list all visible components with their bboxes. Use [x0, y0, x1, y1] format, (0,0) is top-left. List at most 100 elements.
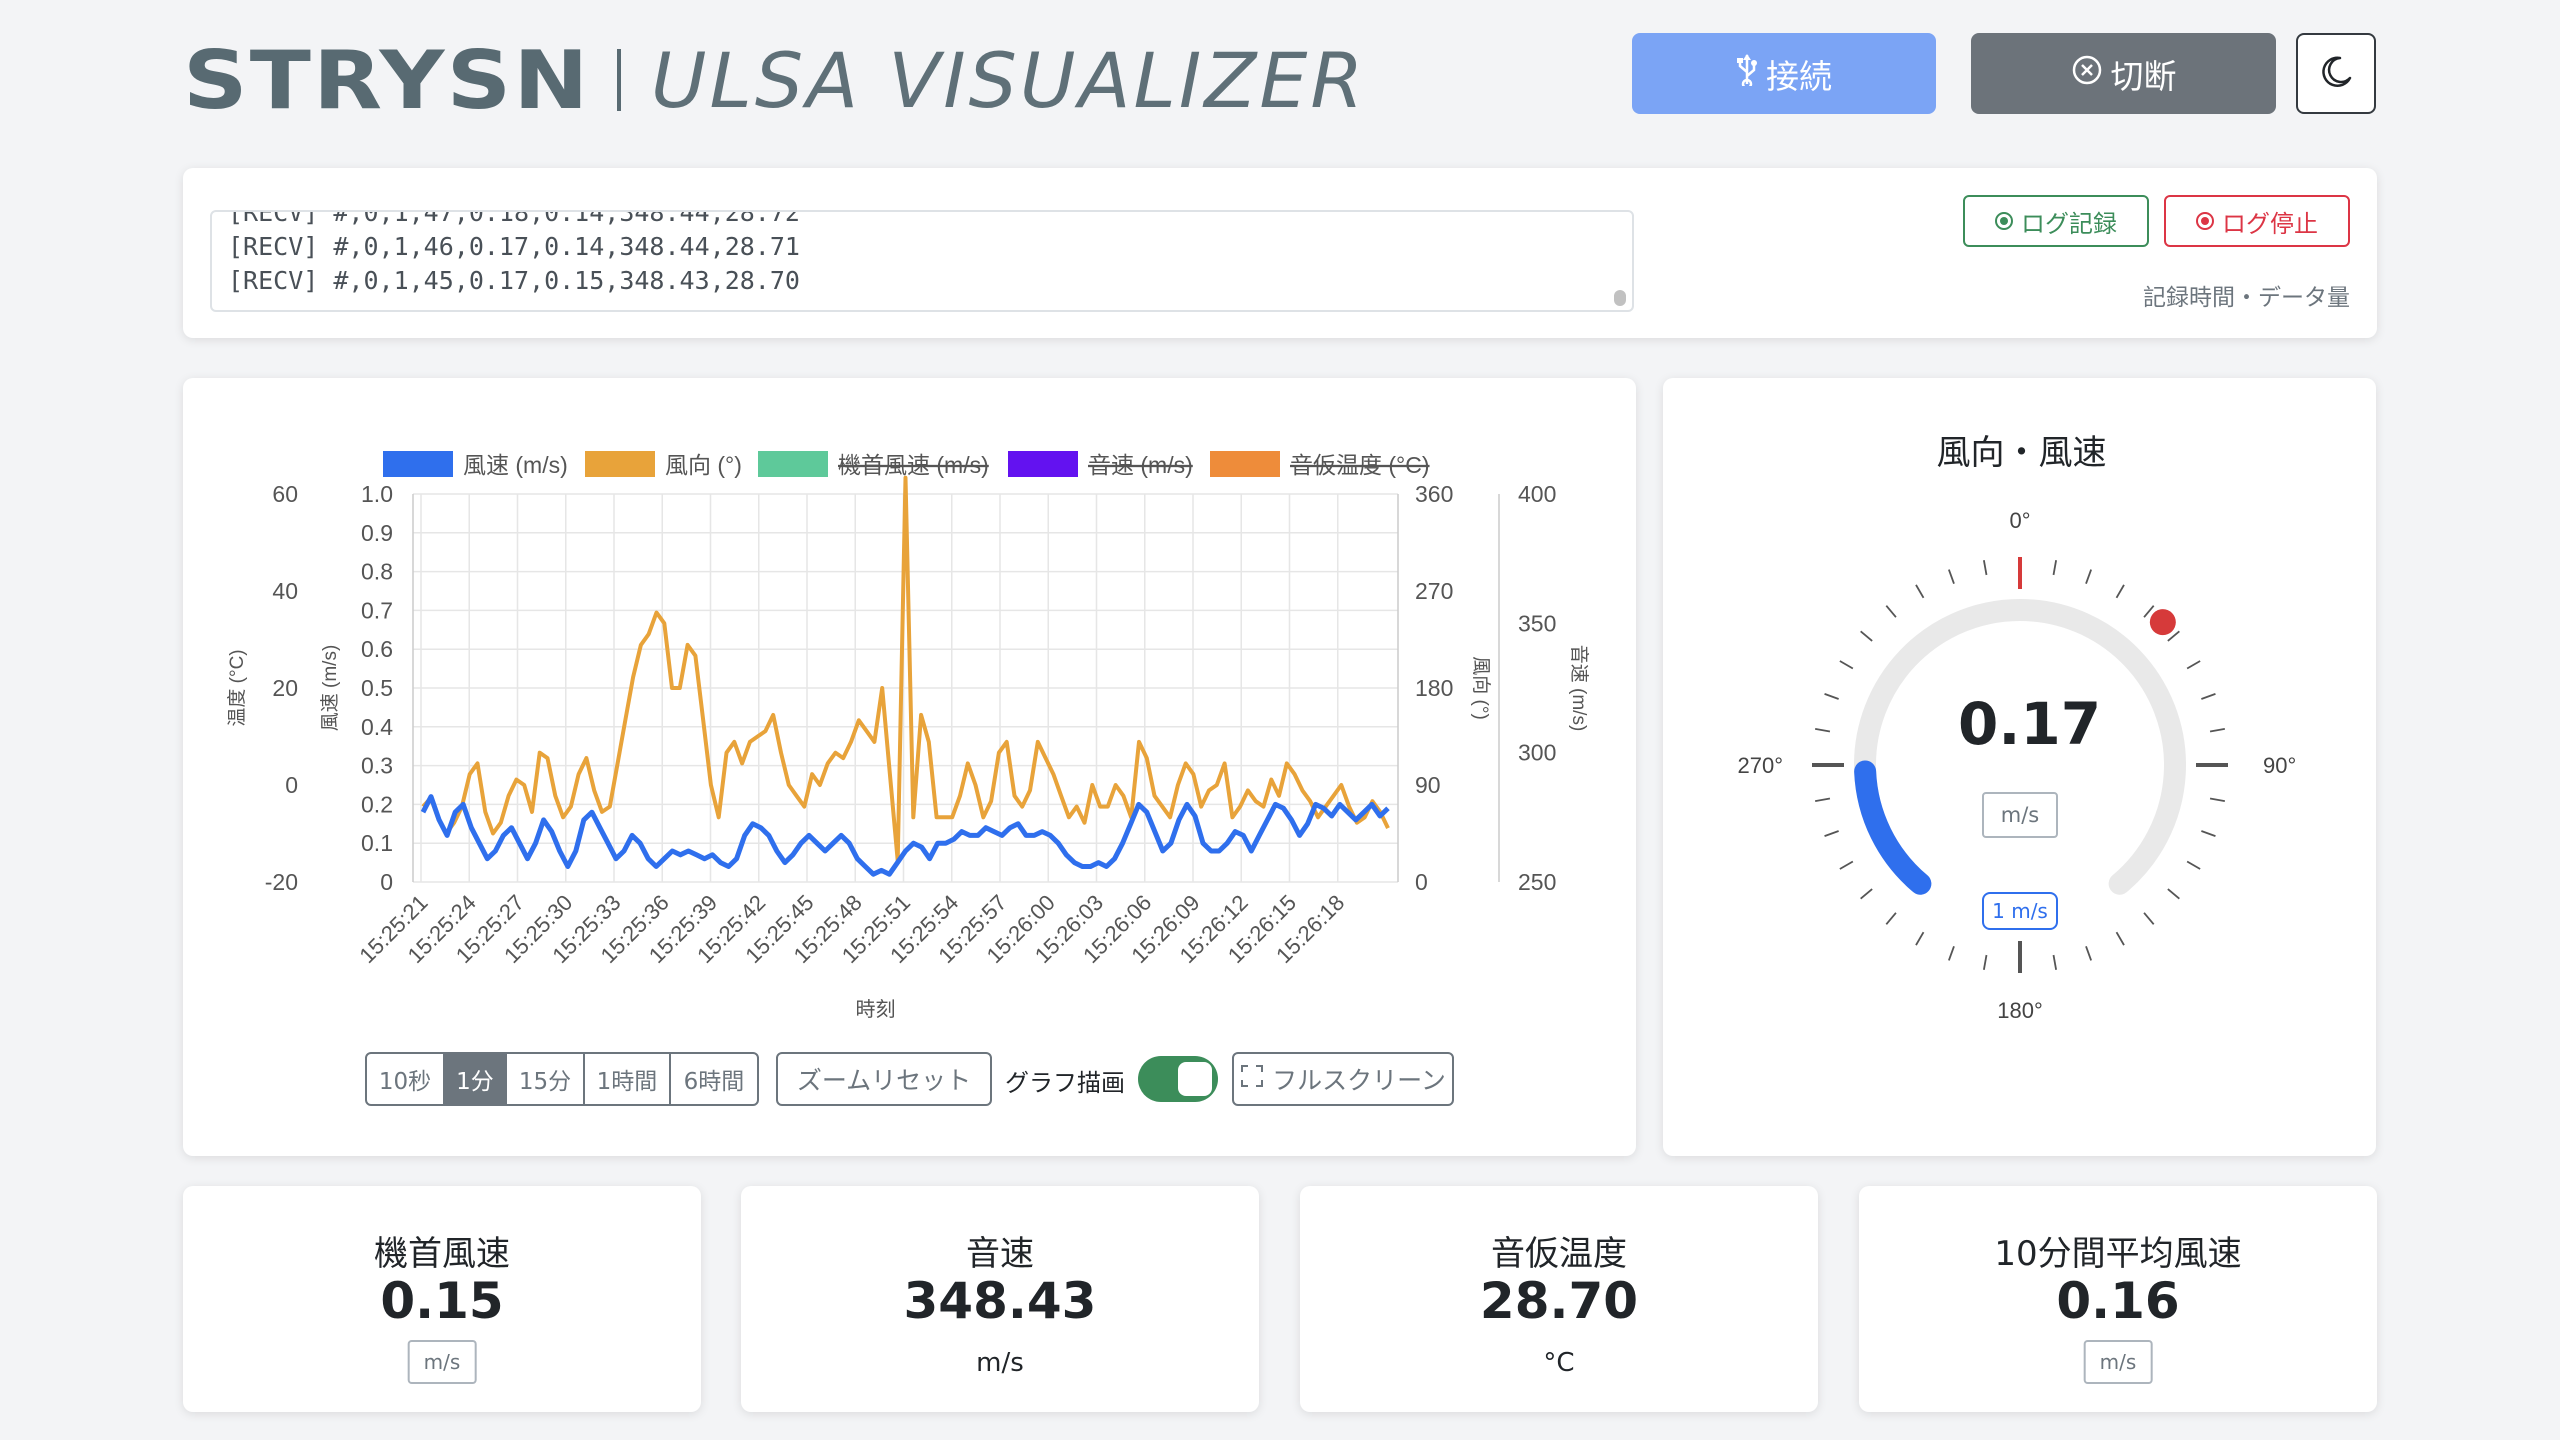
axis-tick-label: 0.1 [361, 830, 393, 856]
axis-title: 風速 (m/s) [319, 645, 341, 732]
range-10s-button[interactable]: 10秒 [365, 1052, 445, 1106]
logo-divider [616, 49, 621, 111]
fullscreen-button[interactable]: フルスクリーン [1232, 1052, 1454, 1106]
stat-title: 音速 [966, 1234, 1034, 1274]
chart-card [183, 378, 1636, 1156]
moon-icon [2318, 54, 2354, 94]
stat-card-sound-speed: 音速 348.43 m/s [741, 1186, 1259, 1412]
legend-swatch [1210, 451, 1280, 477]
axis-tick-label: 0 [1415, 869, 1428, 895]
compass-tick [2143, 605, 2155, 618]
log-info-text: 記録時間・データ量 [2143, 285, 2350, 311]
stat-unit: m/s [2083, 1340, 2153, 1384]
log-record-button[interactable]: ログ記録 [1963, 195, 2149, 247]
stat-unit: °C [1543, 1348, 1575, 1378]
axis-tick-label: -20 [265, 869, 298, 895]
axis-tick-label: 0.9 [361, 520, 393, 546]
legend-item[interactable]: 音仮温度 (°C) [1210, 451, 1430, 478]
compass-tick [1839, 660, 1854, 670]
legend-item[interactable]: 機首風速 (m/s) [758, 451, 989, 478]
range-1h-button[interactable]: 1時間 [583, 1052, 671, 1106]
gauge-value: 0.17 [1958, 690, 2102, 758]
compass-tick [1982, 560, 1988, 576]
axis-tick-label: 60 [272, 481, 298, 507]
connect-button[interactable]: 接続 [1632, 33, 1936, 114]
range-15m-button[interactable]: 15分 [505, 1052, 585, 1106]
time-series-chart[interactable]: 風速 (m/s) 風向 (°) 機首風速 (m/s) 音速 (m/s) 音仮温度 (°C… [183, 378, 1636, 1028]
axis-tick-label: 0.2 [361, 791, 393, 817]
legend-item[interactable]: 風速 (m/s) [383, 451, 568, 478]
gauge-unit: m/s [1982, 792, 2058, 838]
log-scrollbar[interactable] [1614, 290, 1626, 306]
log-line: [RECV] #,0,1,45,0.17,0.15,348.43,28.70 [228, 266, 800, 295]
stat-card-virtual-temp: 音仮温度 28.70 °C [1300, 1186, 1818, 1412]
log-record-label: ログ記録 [2021, 209, 2117, 238]
axis-title: 風向 (°) [1470, 656, 1492, 720]
axis-tick-label: 180 [1415, 675, 1453, 701]
wind-compass-gauge: 0° 180° 90° 270° [1737, 508, 2296, 1023]
compass-tick [1915, 931, 1925, 946]
axis-tick-label: 20 [272, 675, 298, 701]
fullscreen-icon [1240, 1064, 1264, 1094]
compass-tick [1885, 605, 1897, 618]
legend-item[interactable]: 風向 (°) [585, 451, 742, 478]
legend-item[interactable]: 音速 (m/s) [1008, 451, 1193, 478]
theme-toggle-button[interactable] [2296, 33, 2376, 114]
legend-swatch [383, 451, 453, 477]
axis-tick-label: 0 [380, 869, 393, 895]
compass-tick [2167, 630, 2180, 642]
disconnect-button[interactable]: 切断 [1971, 33, 2276, 114]
axis-tick-label: 0 [285, 772, 298, 798]
zoom-reset-button[interactable]: ズームリセット [776, 1052, 992, 1106]
stop-record-icon [2196, 212, 2214, 230]
gauge-scale-badge: 1 m/s [1982, 892, 2058, 930]
axis-tick-label: 360 [1415, 481, 1453, 507]
series-line [420, 794, 1390, 877]
axis-tick-label: 0.6 [361, 636, 393, 662]
compass-tick [1824, 830, 1839, 837]
graph-draw-toggle[interactable] [1138, 1056, 1218, 1102]
axis-tick-label: 350 [1518, 610, 1556, 636]
axis-tick-label: 0.7 [361, 597, 393, 623]
log-stop-button[interactable]: ログ停止 [2164, 195, 2350, 247]
stat-unit: m/s [407, 1340, 477, 1384]
compass-tick [1885, 912, 1897, 925]
log-stop-label: ログ停止 [2222, 209, 2318, 238]
x-axis-title: 時刻 [856, 998, 896, 1021]
app-logo: STRYSN ULSA VISUALIZER [183, 34, 1366, 127]
axis-tick-label: 0.5 [361, 675, 393, 701]
stat-unit: m/s [976, 1348, 1024, 1378]
usb-icon [1736, 53, 1758, 94]
legend-label: 音速 (m/s) [1088, 452, 1193, 478]
compass-tick [1824, 693, 1839, 700]
legend-label: 風向 (°) [665, 452, 742, 478]
axis-tick-label: 40 [272, 578, 298, 604]
wind-direction-marker [2149, 609, 2176, 636]
compass-tick [2201, 693, 2216, 700]
compass-tick [2143, 912, 2155, 925]
axis-title: 温度 (°C) [226, 649, 248, 726]
compass-tick [2085, 946, 2092, 961]
range-6h-button[interactable]: 6時間 [669, 1052, 759, 1106]
close-circle-icon [2071, 54, 2103, 94]
compass-tick [1860, 630, 1873, 642]
axis-tick-label: 0.4 [361, 714, 393, 740]
axis-tick-label: 90 [1415, 772, 1441, 798]
range-1m-button[interactable]: 1分 [443, 1052, 507, 1106]
compass-tick [2186, 660, 2201, 670]
stat-title: 10分間平均風速 [1994, 1234, 2242, 1274]
axis-title: 音速 (m/s) [1568, 645, 1590, 732]
disconnect-label: 切断 [2110, 56, 2177, 96]
compass-tick [1815, 727, 1831, 733]
gauge-card [1663, 378, 2376, 1156]
log-line: [RECV] #,0,1,46,0.17,0.14,348.44,28.71 [228, 232, 800, 261]
log-line: [RECV] #,0,1,47,0.18,0.14,348.44,28.72 [228, 210, 800, 227]
compass-label-w: 270° [1737, 753, 1783, 778]
serial-log[interactable]: [RECV] #,0,1,47,0.18,0.14,348.44,28.72 [… [210, 210, 1634, 312]
compass-tick [1839, 860, 1854, 870]
legend-label: 音仮温度 (°C) [1290, 452, 1430, 478]
axis-tick-label: 0.8 [361, 559, 393, 585]
compass-tick [1815, 797, 1831, 803]
stat-card-10min-avg: 10分間平均風速 0.16 m/s [1859, 1186, 2377, 1412]
compass-tick [1948, 569, 1955, 584]
